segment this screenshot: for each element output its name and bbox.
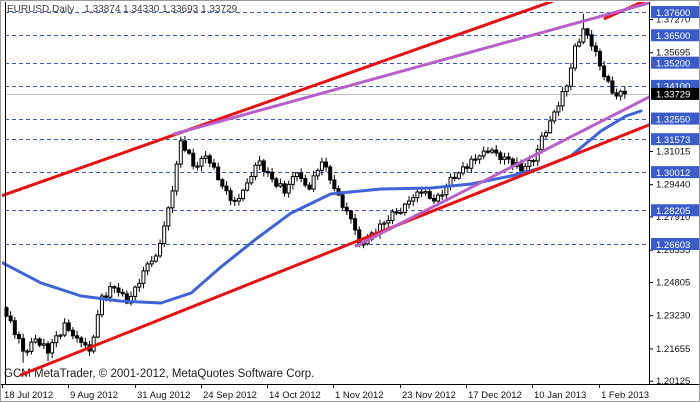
price-tick-label: 1.29440	[656, 180, 690, 191]
level-badge	[651, 238, 699, 251]
resistance-trendline	[172, 2, 649, 136]
level-badge-label: 1.26603	[656, 240, 690, 251]
level-badge	[651, 29, 699, 42]
symbol-period-label: EURUSD,Daily	[7, 4, 75, 15]
price-tick-label: 1.21655	[656, 344, 690, 355]
level-badge-label: 1.36500	[656, 31, 690, 42]
price-tick-label: 1.20125	[656, 376, 690, 387]
chart-frame	[1, 2, 699, 385]
price-tick-label: 1.37270	[656, 15, 690, 26]
date-tick-label: 18 Jul 2012	[4, 390, 53, 401]
ohlc-quote-label: 1.33874 1.34330 1.33693 1.33729	[84, 4, 238, 15]
support-trendline	[354, 95, 649, 248]
price-axis[interactable]: 1.37270 1.35695 1.31015 1.29440 1.27910 1.263…	[649, 15, 690, 388]
price-level-badges: 1.37600 1.36500 1.35200 1.34100 1.32550 1.315…	[651, 6, 699, 251]
date-tick-label: 24 Sep 2012	[203, 390, 257, 401]
copyright-label: GCM MetaTrader, © 2001-2012, MetaQuotes …	[4, 368, 315, 380]
price-tick-label: 1.31015	[656, 146, 690, 157]
level-badge-label: 1.35200	[656, 58, 690, 69]
ascending-channel-lower	[19, 123, 649, 377]
grid-lines	[5, 12, 649, 245]
level-badge-label: 1.34100	[656, 82, 690, 93]
date-tick-label: 17 Dec 2012	[468, 390, 522, 401]
date-tick-label: 9 Aug 2012	[70, 390, 118, 401]
level-badge	[651, 166, 699, 179]
date-tick-label: 10 Jan 2013	[534, 390, 586, 401]
level-badge-label: 1.37600	[656, 8, 690, 19]
level-badge	[651, 112, 699, 125]
price-tick-label: 1.24805	[656, 277, 690, 288]
chart-plot-area[interactable]	[5, 2, 649, 384]
level-badge-label: 1.32550	[656, 114, 690, 125]
date-tick-label: 1 Feb 2013	[601, 390, 649, 401]
date-tick-label: 14 Oct 2012	[269, 390, 321, 401]
level-badge	[651, 6, 699, 19]
date-tick-label: 31 Aug 2012	[137, 390, 190, 401]
level-badge	[651, 56, 699, 69]
level-badge	[651, 133, 699, 146]
level-badge-label: 1.28205	[656, 206, 690, 217]
ascending-channel-upper	[2, 2, 555, 198]
price-tick-label: 1.35695	[656, 48, 690, 59]
level-badge-label: 1.31573	[656, 135, 690, 146]
price-tick-label: 1.26335	[656, 245, 690, 256]
current-price-label: 1.33729	[656, 90, 690, 101]
chart-title: EURUSD,Daily 1.33874 1.34330 1.33693 1.33…	[7, 4, 237, 15]
level-badge-label: 1.30012	[656, 168, 690, 179]
price-tick-label: 1.27910	[656, 212, 690, 223]
level-badge	[651, 204, 699, 217]
date-tick-label: 23 Nov 2012	[402, 390, 456, 401]
price-tick-label: 1.23230	[656, 311, 690, 322]
date-tick-label: 1 Nov 2012	[335, 390, 384, 401]
trendlines	[2, 2, 649, 377]
date-axis[interactable]: 18 Jul 2012 9 Aug 2012 31 Aug 2012 24 Sep 2…	[2, 385, 650, 401]
current-price-badge: 1.33729	[651, 87, 699, 101]
